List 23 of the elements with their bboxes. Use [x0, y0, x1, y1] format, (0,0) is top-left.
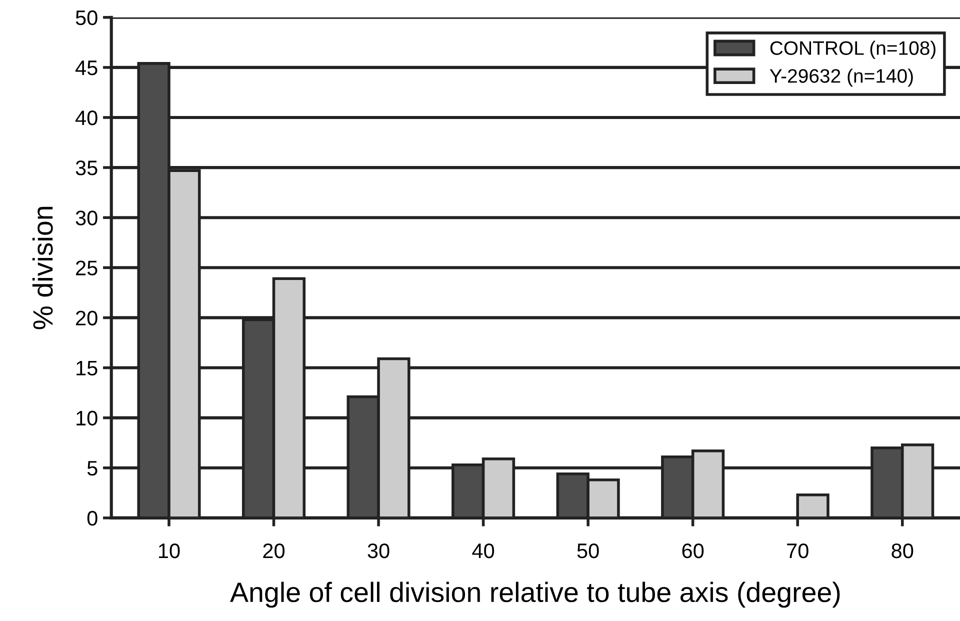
y-axis-title: % division — [32, 206, 53, 330]
y-tick-label: 35 — [76, 160, 98, 176]
x-tick-label: 40 — [472, 543, 494, 558]
y-tick-label: 10 — [76, 410, 98, 426]
x-tick-label: 80 — [892, 543, 914, 558]
y-tick-label: 0 — [87, 510, 98, 526]
x-tick-label: 20 — [263, 543, 285, 558]
y-tick-label: 15 — [76, 360, 98, 376]
y-tick-label: 25 — [76, 260, 98, 276]
x-tick-label: 30 — [368, 543, 390, 558]
y-tick-label: 45 — [75, 60, 98, 76]
y-tick-label: 5 — [87, 461, 98, 476]
x-tick-label: 10 — [158, 543, 180, 558]
legend-label: CONTROL (n=108) — [770, 40, 936, 59]
legend-label: Y-29632 (n=140) — [770, 68, 913, 87]
y-tick-label: 20 — [76, 310, 98, 326]
x-tick-label: 70 — [787, 543, 808, 558]
y-tick-label: 40 — [75, 110, 98, 126]
y-tick-label: 30 — [76, 210, 98, 226]
x-tick-label: 50 — [577, 543, 599, 558]
x-tick-label: 60 — [682, 543, 704, 558]
x-axis-title: Angle of cell division relative to tube axis (degree) — [230, 582, 840, 608]
y-tick-label: 50 — [76, 10, 98, 26]
